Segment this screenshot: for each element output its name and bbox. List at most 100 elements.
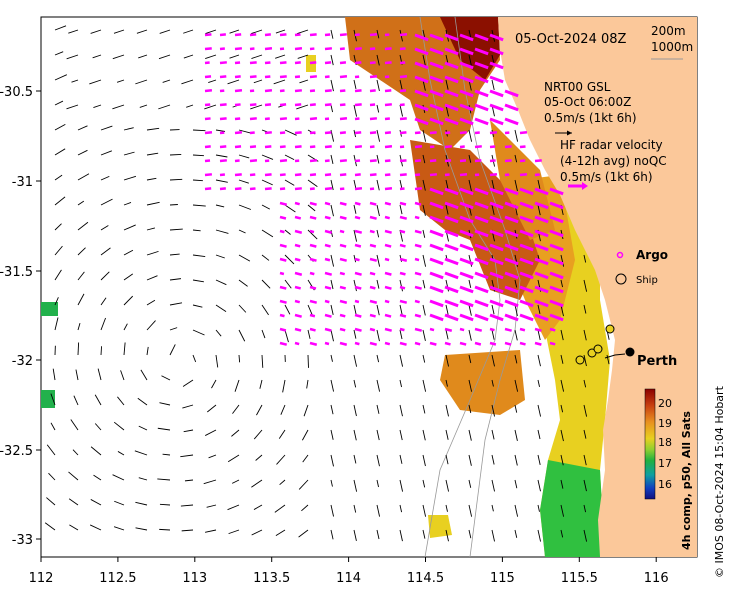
hf-radar-arrow	[429, 103, 444, 112]
model-current-arrow	[116, 79, 125, 83]
hf-radar-arrow	[399, 341, 407, 346]
model-current-arrow	[422, 379, 427, 392]
model-current-arrow	[180, 504, 194, 507]
hf-radar-arrow	[504, 299, 519, 308]
model-current-arrow	[192, 304, 203, 308]
hf-radar-arrow	[279, 229, 285, 234]
hf-radar-arrow	[474, 145, 482, 149]
model-current-arrow	[215, 354, 219, 368]
hf-radar-arrow	[354, 229, 363, 234]
hf-radar-arrow	[504, 145, 512, 149]
model-current-arrow	[146, 227, 155, 231]
hf-radar-arrow	[489, 33, 504, 42]
hf-radar-arrow	[369, 201, 377, 206]
model-current-arrow	[422, 279, 426, 289]
perth-marker	[604, 347, 635, 359]
model-current-arrow	[44, 522, 56, 531]
model-current-arrow	[50, 422, 56, 431]
hf-radar-arrow	[489, 201, 504, 210]
hf-radar-arrow	[489, 117, 504, 126]
hf-radar-arrow	[534, 215, 549, 224]
hf-radar-arrow	[489, 187, 504, 196]
hf-radar-arrow	[444, 47, 459, 56]
hf-radar-arrow	[549, 271, 564, 280]
model-current-arrow	[100, 317, 106, 331]
model-current-arrow	[208, 79, 217, 84]
model-current-arrow	[353, 129, 357, 138]
model-current-arrow	[77, 247, 86, 256]
hf-radar-arrow	[369, 75, 378, 79]
model-current-arrow	[491, 79, 495, 91]
hf-radar-arrow	[219, 75, 227, 79]
hf-radar-arrow	[354, 271, 362, 276]
model-current-arrow	[137, 397, 148, 406]
hf-radar-arrow	[369, 61, 376, 65]
model-current-arrow	[445, 79, 449, 90]
model-current-arrow	[231, 429, 240, 437]
hf-radar-arrow	[429, 201, 444, 210]
hf-radar-arrow	[519, 131, 528, 135]
model-current-arrow	[54, 196, 66, 206]
ship-marker	[593, 344, 603, 354]
hf-radar-arrow	[519, 313, 534, 322]
hf-radar-arrow	[444, 117, 459, 126]
model-current-arrow	[261, 179, 273, 186]
hf-radar-arrow	[474, 47, 489, 56]
x-tick-label: 112.5	[99, 571, 136, 586]
model-current-arrow	[560, 529, 564, 538]
hf-radar-arrow	[534, 243, 549, 252]
model-current-arrow	[537, 529, 542, 542]
model-current-arrow	[159, 528, 171, 531]
hf-radar-arrow	[474, 327, 483, 332]
model-current-arrow	[204, 104, 217, 110]
model-current-arrow	[353, 104, 358, 117]
hf-radar-arrows	[204, 33, 564, 346]
hf-radar-arrow	[489, 327, 495, 332]
model-current-arrow	[537, 479, 541, 492]
hf-radar-arrow	[399, 201, 407, 206]
model-current-arrow	[422, 154, 426, 164]
hf-radar-arrow	[234, 103, 241, 107]
model-current-arrow	[376, 429, 380, 441]
y-tick-label: -30.5	[0, 85, 33, 100]
hf-radar-arrow	[354, 327, 362, 332]
model-current-arrow	[399, 204, 403, 215]
model-current-arrow	[231, 479, 240, 484]
hf-radar-arrow	[264, 103, 272, 107]
hf-radar-arrow	[414, 299, 420, 304]
hf-radar-arrow	[354, 159, 361, 163]
model-current-arrow	[330, 54, 334, 66]
model-current-arrow	[215, 204, 225, 208]
hf-radar-arrow	[369, 173, 377, 177]
hf-radar-arrow	[309, 117, 318, 121]
hf-radar-arrow	[354, 89, 362, 93]
hf-radar-arrow	[204, 159, 211, 163]
hf-radar-arrow	[504, 313, 519, 322]
hf-radar-arrow	[324, 327, 332, 332]
hf-radar-arrow	[309, 271, 315, 276]
hf-radar-arrow	[324, 201, 331, 206]
hf-radar-arrow	[219, 33, 226, 37]
model-current-arrow	[468, 329, 472, 341]
hf-radar-arrow	[369, 243, 377, 248]
hf-radar-arrow	[309, 33, 317, 37]
hf-radar-arrow	[459, 75, 474, 84]
hf-radar-arrow	[444, 61, 459, 70]
hf-radar-arrow	[279, 61, 287, 65]
model-current-arrow	[192, 154, 204, 157]
model-current-arrow	[307, 229, 318, 240]
model-current-arrow	[234, 379, 240, 392]
model-current-arrow	[491, 429, 495, 440]
hf-radar-arrow	[219, 159, 227, 163]
colorbar-tick-17: 17	[658, 457, 672, 470]
hf-radar-arrow	[309, 75, 317, 79]
hf-radar-arrow	[489, 341, 497, 346]
hf-radar-arrow	[264, 47, 273, 51]
hf-radar-arrow	[234, 173, 242, 177]
model-current-arrow	[205, 54, 217, 60]
model-current-arrow	[399, 329, 403, 340]
model-current-arrow	[215, 129, 226, 132]
model-current-arrow	[399, 479, 404, 492]
hf-radar-arrow	[354, 61, 362, 65]
model-current-arrow	[583, 329, 587, 341]
